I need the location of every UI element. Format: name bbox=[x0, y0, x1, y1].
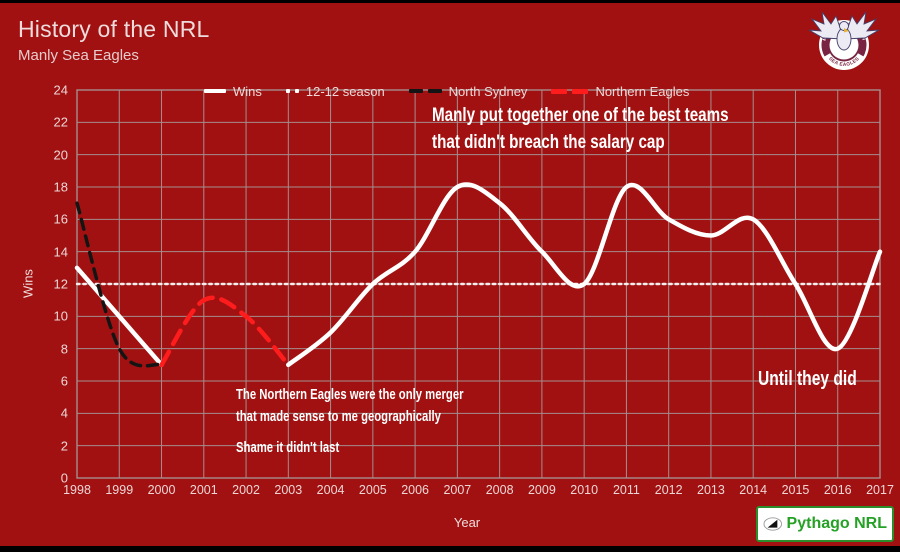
x-tick-label: 2008 bbox=[485, 483, 514, 497]
legend-label: Northern Eagles bbox=[595, 83, 690, 99]
y-tick-label: 14 bbox=[53, 244, 68, 260]
legend-label: Wins bbox=[233, 83, 262, 99]
y-tick-label: 22 bbox=[53, 114, 68, 130]
manly-sea-eagles-badge-icon: MANLY WARRINGAH SEA EAGLES bbox=[808, 11, 880, 70]
x-axis-label: Year bbox=[453, 515, 481, 530]
x-tick-label: 2012 bbox=[654, 483, 683, 497]
legend-item-north-sydney: North Sydney bbox=[408, 83, 528, 99]
annotation-until-they-did: Until they did bbox=[758, 368, 857, 390]
x-tick-label: 2001 bbox=[189, 483, 218, 497]
y-tick-label: 8 bbox=[60, 341, 68, 357]
page-subtitle: Manly Sea Eagles bbox=[18, 47, 139, 64]
x-tick-label: 2009 bbox=[527, 483, 556, 497]
annotation-merger: The Northern Eagles were the only merger… bbox=[236, 387, 464, 425]
series-northern-eagles bbox=[159, 295, 291, 368]
y-tick-label: 4 bbox=[60, 405, 68, 421]
x-tick-label: 2010 bbox=[570, 483, 599, 497]
y-axis-label: Wins bbox=[20, 269, 36, 298]
x-tick-label: 2007 bbox=[443, 483, 472, 497]
triangle-ellipse-logo-icon bbox=[763, 517, 783, 531]
series-wins bbox=[74, 265, 164, 368]
legend-item-wins: Wins bbox=[204, 84, 262, 99]
legend-label: 12-12 season bbox=[305, 83, 385, 99]
annotation-salary-cap: Manly put together one of the best teams… bbox=[432, 104, 729, 153]
legend-swatch-dot bbox=[285, 89, 299, 93]
watermark-text: Pythago NRL bbox=[786, 515, 887, 532]
x-tick-label: 2004 bbox=[316, 483, 345, 497]
pythago-nrl-watermark: Pythago NRL bbox=[756, 506, 894, 542]
y-tick-label: 24 bbox=[53, 82, 68, 98]
legend-swatch-longdash bbox=[551, 88, 589, 94]
eagle-icon bbox=[808, 11, 880, 51]
x-tick-label: 2013 bbox=[697, 483, 725, 497]
series-north-sydney bbox=[75, 201, 164, 368]
y-tick-label: 6 bbox=[60, 373, 68, 389]
x-tick-label: 2003 bbox=[274, 483, 303, 497]
y-tick-label: 18 bbox=[53, 179, 68, 195]
x-tick-label: 2014 bbox=[739, 483, 768, 497]
legend-swatch-dash bbox=[408, 88, 442, 94]
x-tick-label: 2000 bbox=[147, 483, 176, 497]
y-tick-label: 10 bbox=[53, 308, 68, 324]
x-tick-label: 2015 bbox=[781, 483, 810, 497]
series-wins bbox=[286, 182, 883, 368]
y-tick-label: 2 bbox=[60, 438, 68, 454]
page-title: History of the NRL bbox=[18, 16, 210, 42]
annotation-shame: Shame it didn't last bbox=[236, 440, 340, 456]
x-tick-label: 1998 bbox=[63, 483, 91, 497]
x-tick-label: 1999 bbox=[105, 483, 134, 497]
x-tick-label: 2011 bbox=[612, 483, 640, 497]
x-tick-label: 2002 bbox=[232, 483, 260, 497]
y-tick-label: 12 bbox=[53, 276, 68, 292]
x-tick-label: 2017 bbox=[866, 483, 894, 497]
legend-swatch-solid bbox=[204, 88, 226, 94]
legend-item-northern-eagles: Northern Eagles bbox=[551, 84, 689, 99]
x-tick-label: 2006 bbox=[401, 483, 429, 497]
letterbox-bottom bbox=[0, 546, 900, 552]
legend-label: North Sydney bbox=[448, 83, 528, 99]
y-tick-label: 16 bbox=[53, 211, 68, 227]
y-tick-label: 20 bbox=[53, 147, 68, 163]
x-tick-label: 2016 bbox=[823, 483, 852, 497]
chart-legend: Wins 12-12 season North Sydney Northern Eag… bbox=[204, 83, 689, 99]
x-tick-label: 2005 bbox=[358, 483, 387, 497]
letterbox-top bbox=[0, 0, 900, 3]
legend-item-12-12-season: 12-12 season bbox=[285, 83, 385, 99]
y-tick-label: 0 bbox=[60, 470, 68, 486]
